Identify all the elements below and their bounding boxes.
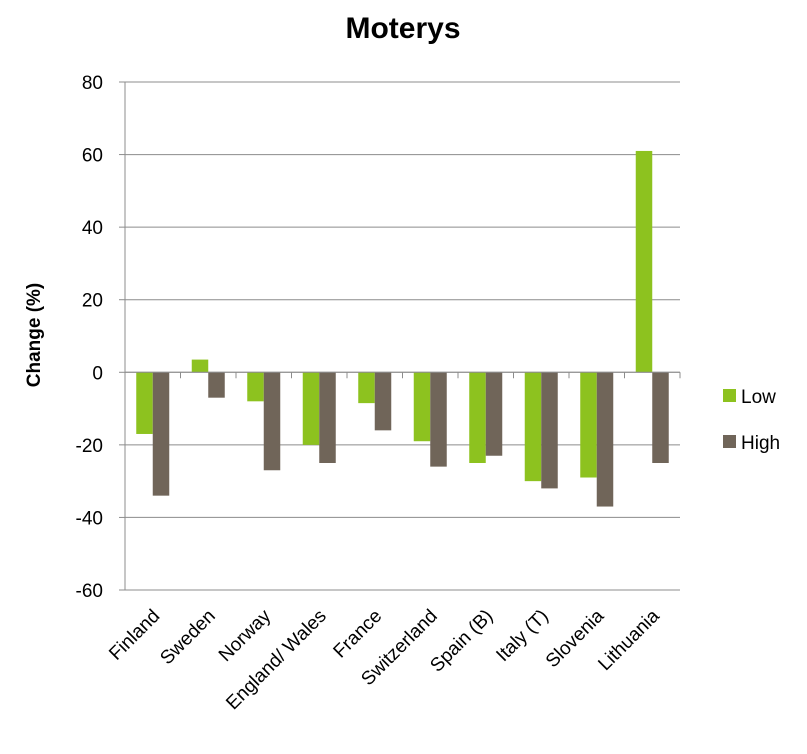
bar-high — [374, 372, 392, 431]
bar-high — [208, 372, 225, 398]
gridlines — [119, 81, 680, 591]
y-tick-labels: -60 -40 -20 0 20 40 60 80 — [76, 73, 103, 602]
bar-low — [191, 359, 209, 373]
bar-low — [358, 372, 375, 404]
legend-swatch-high — [723, 435, 736, 448]
bar-low — [635, 150, 653, 373]
chart-title: Moterys — [345, 12, 460, 45]
bar-high — [263, 372, 281, 471]
bar-low — [413, 372, 431, 442]
bar-high — [652, 372, 669, 463]
bar-low — [136, 372, 153, 434]
bar-high — [152, 372, 170, 496]
legend-label-high: High — [741, 433, 780, 454]
y-axis-title: Change (%) — [24, 283, 45, 388]
legend: Low High — [723, 387, 780, 454]
x-tick-label: Finland — [105, 606, 164, 665]
bar-low — [302, 372, 320, 445]
bar-high — [596, 372, 614, 507]
bar-high — [430, 372, 447, 467]
bar-high — [319, 372, 336, 463]
x-tick-label: Sweden — [156, 606, 219, 669]
y-tick-label: -20 — [76, 436, 103, 457]
axes — [124, 82, 681, 590]
legend-swatch-low — [723, 389, 736, 402]
bar-high — [541, 372, 558, 489]
y-tick-label: 0 — [92, 363, 103, 384]
bar-low — [580, 372, 597, 478]
bar-low — [247, 372, 264, 402]
y-tick-label: -40 — [76, 508, 103, 529]
x-tick-label: England/ Wales — [222, 606, 330, 714]
x-tick-label: Lithuania — [594, 605, 664, 675]
legend-label-low: Low — [741, 387, 776, 408]
y-tick-label: 40 — [82, 218, 103, 239]
y-tick-label: 80 — [82, 73, 103, 94]
y-tick-label: 20 — [82, 291, 103, 312]
bar-low — [524, 372, 542, 482]
bars — [136, 150, 669, 507]
bar-high — [485, 372, 503, 456]
y-tick-label: 60 — [82, 146, 103, 167]
bar-low — [469, 372, 486, 463]
y-tick-label: -60 — [76, 581, 103, 602]
